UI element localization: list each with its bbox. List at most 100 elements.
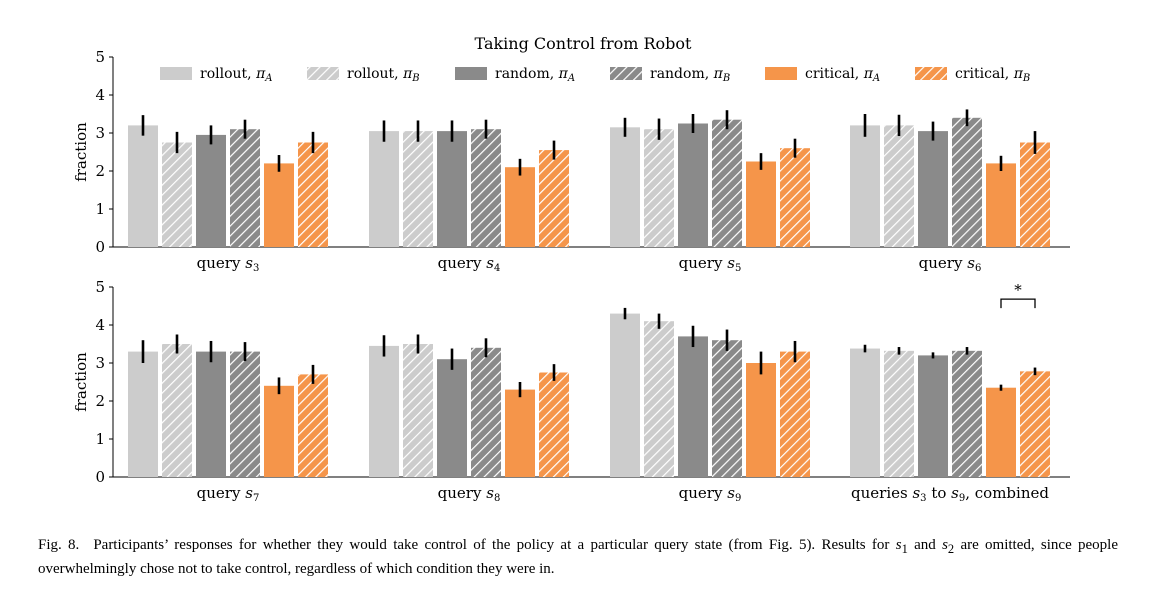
bar <box>986 387 1016 477</box>
group-label-subscript: 3 <box>253 263 259 274</box>
bar <box>471 347 501 477</box>
bar <box>230 351 260 477</box>
bar <box>196 134 226 247</box>
legend-label: critical, πA <box>805 66 880 84</box>
group-label-text: query <box>438 254 487 272</box>
group-label-subscript: 5 <box>735 263 741 274</box>
group-label-text: query <box>679 254 728 272</box>
legend: rollout, πA rollout, πB random, πA random, … <box>160 66 1030 84</box>
legend-item: rollout, πB <box>307 66 420 84</box>
group-label: query s7 <box>197 484 260 504</box>
bar <box>264 385 294 477</box>
figure-chart: Taking Control from Robot rollout, πA rol… <box>72 34 1070 504</box>
legend-label-subscript: B <box>722 73 730 84</box>
caption-label: Fig. 8. <box>38 537 80 553</box>
bar <box>780 351 810 477</box>
group-label-symbol: s <box>727 484 735 502</box>
group-label: query s3 <box>197 254 260 274</box>
legend-label-pi: π <box>1013 66 1024 82</box>
bar-group: query s9 <box>610 307 810 504</box>
legend-label-text: rollout, <box>200 66 256 82</box>
legend-label-text: rollout, <box>347 66 403 82</box>
group-label-symbol: s <box>951 484 959 502</box>
bar <box>712 119 742 247</box>
legend-label-subscript: B <box>1022 73 1030 84</box>
legend-swatch <box>610 67 642 80</box>
legend-label-text: random, <box>495 66 559 82</box>
bar <box>471 129 501 247</box>
group-label-subscript: 8 <box>494 493 500 504</box>
group-label-subscript: 7 <box>253 493 259 504</box>
group-label-subscript: 9 <box>959 493 965 504</box>
group-label-text: query <box>197 484 246 502</box>
bar-group: query s3 <box>128 115 328 274</box>
group-label-text: query <box>919 254 968 272</box>
significance-star: * <box>1014 281 1022 299</box>
bar <box>678 123 708 247</box>
legend-label-pi: π <box>713 66 724 82</box>
group-label: query s9 <box>679 484 742 504</box>
bar <box>850 125 880 247</box>
bar-group: query s8 <box>369 334 569 504</box>
bar <box>712 340 742 477</box>
legend-label-text: random, <box>650 66 714 82</box>
caption-subscript-a: 1 <box>901 542 908 556</box>
legend-label: critical, πB <box>955 66 1030 84</box>
group-label-symbol: s <box>486 254 494 272</box>
bar <box>986 163 1016 247</box>
legend-label-subscript: A <box>264 73 272 84</box>
bar <box>850 348 880 477</box>
legend-item: random, πB <box>610 66 730 84</box>
legend-swatch <box>160 67 192 80</box>
group-label-text: query <box>679 484 728 502</box>
legend-label-text: critical, <box>955 66 1014 82</box>
bar <box>230 129 260 247</box>
group-label-symbol: s <box>912 484 920 502</box>
legend-swatch <box>765 67 797 80</box>
legend-label: random, πA <box>495 66 575 84</box>
bar <box>505 167 535 247</box>
y-tick-label: 5 <box>95 48 105 66</box>
bar-group: query s6 <box>850 109 1050 274</box>
legend-label-subscript: B <box>411 73 419 84</box>
figure-caption: Fig. 8. Participants’ responses for wheth… <box>38 535 1118 579</box>
bar <box>298 374 328 477</box>
y-tick-label: 5 <box>95 278 105 296</box>
bar <box>780 148 810 247</box>
bar <box>369 345 399 477</box>
bar <box>746 363 776 477</box>
bar <box>505 389 535 477</box>
y-tick-label: 3 <box>95 354 105 372</box>
bar-group: queries s3 to s9, combined <box>850 344 1050 504</box>
bar <box>952 350 982 477</box>
legend-item: rollout, πA <box>160 66 273 84</box>
bar <box>884 350 914 477</box>
legend-label-subscript: A <box>872 73 880 84</box>
y-tick-label: 3 <box>95 124 105 142</box>
group-label: query s6 <box>919 254 982 274</box>
group-label-text: queries <box>851 484 912 502</box>
bar <box>1020 142 1050 247</box>
bar <box>952 117 982 247</box>
y-tick-label: 4 <box>95 316 105 334</box>
group-label-text: , combined <box>965 484 1049 502</box>
legend-swatch <box>455 67 487 80</box>
legend-label: rollout, πB <box>347 66 420 84</box>
bar <box>437 131 467 247</box>
group-label: query s5 <box>679 254 742 274</box>
bar <box>884 125 914 247</box>
group-label-symbol: s <box>245 484 253 502</box>
legend-label-text: critical, <box>805 66 864 82</box>
caption-text-2: and <box>907 537 943 553</box>
group-label-text: query <box>197 254 246 272</box>
legend-label-pi: π <box>255 66 266 82</box>
y-tick-label: 0 <box>95 468 105 486</box>
y-tick-label: 1 <box>95 430 105 448</box>
group-label: query s8 <box>438 484 501 504</box>
legend-label-pi: π <box>402 66 413 82</box>
y-tick-label: 2 <box>95 392 105 410</box>
caption-text-3: are omitted, since people overwhelmingly… <box>38 537 1119 577</box>
bar <box>644 129 674 247</box>
